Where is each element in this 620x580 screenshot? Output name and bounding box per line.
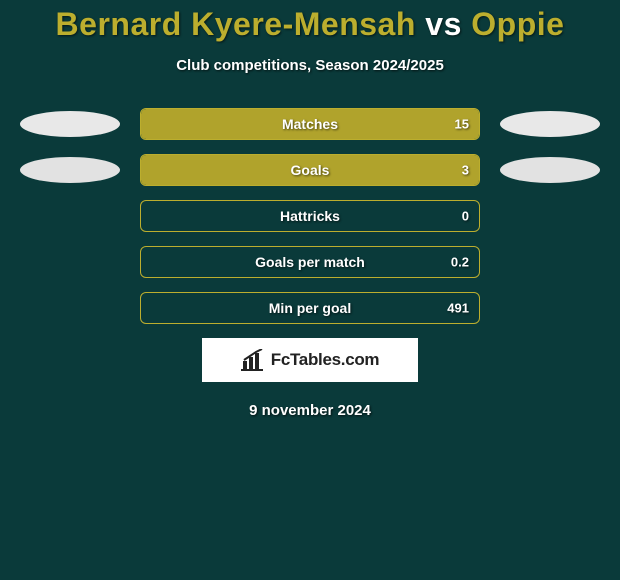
subtitle: Club competitions, Season 2024/2025 xyxy=(0,57,620,74)
brand-box[interactable]: FcTables.com xyxy=(202,338,418,382)
right-oval xyxy=(500,111,600,137)
stat-row: Goals3 xyxy=(0,154,620,186)
stat-bar: Goals per match0.2 xyxy=(140,246,480,278)
title-player-right: Oppie xyxy=(471,6,564,42)
stat-label: Matches xyxy=(141,116,479,132)
stat-row: Goals per match0.2 xyxy=(0,246,620,278)
stat-value: 0.2 xyxy=(451,255,469,270)
stat-label: Min per goal xyxy=(141,300,479,316)
left-oval xyxy=(20,157,120,183)
title-player-left: Bernard Kyere-Mensah xyxy=(56,6,416,42)
stat-label: Hattricks xyxy=(141,208,479,224)
stat-label: Goals per match xyxy=(141,254,479,270)
stat-bar: Min per goal491 xyxy=(140,292,480,324)
stat-bar: Matches15 xyxy=(140,108,480,140)
page-title: Bernard Kyere-Mensah vs Oppie xyxy=(0,0,620,43)
chart-bars-icon xyxy=(241,349,265,371)
right-oval xyxy=(500,157,600,183)
stat-bar: Goals3 xyxy=(140,154,480,186)
stat-label: Goals xyxy=(141,162,479,178)
title-vs: vs xyxy=(425,6,462,42)
stat-value: 0 xyxy=(462,209,469,224)
left-oval xyxy=(20,111,120,137)
stat-bar: Hattricks0 xyxy=(140,200,480,232)
stat-row: Min per goal491 xyxy=(0,292,620,324)
stat-value: 15 xyxy=(455,117,469,132)
stat-row: Matches15 xyxy=(0,108,620,140)
stat-value: 491 xyxy=(447,301,469,316)
date-label: 9 november 2024 xyxy=(0,402,620,419)
stat-value: 3 xyxy=(462,163,469,178)
stats-list: Matches15 Goals3 Hattricks0 Goals per match… xyxy=(0,108,620,324)
comparison-card: Bernard Kyere-Mensah vs Oppie Club compe… xyxy=(0,0,620,580)
stat-row: Hattricks0 xyxy=(0,200,620,232)
brand-text: FcTables.com xyxy=(271,350,380,370)
